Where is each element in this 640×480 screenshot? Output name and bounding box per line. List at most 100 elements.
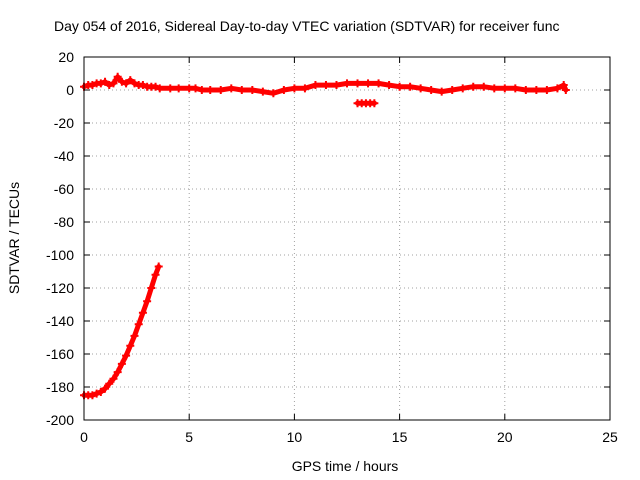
data-point (416, 84, 425, 93)
data-point (109, 374, 118, 383)
y-tick-label: -80 (54, 214, 74, 230)
y-tick-label: -180 (46, 379, 74, 395)
data-point (197, 86, 206, 94)
data-point (437, 87, 446, 96)
data-point (321, 81, 330, 90)
chart-title: Day 054 of 2016, Sidereal Day-to-day VTE… (54, 18, 560, 34)
data-point (105, 81, 114, 90)
data-point (370, 99, 379, 108)
data-point (332, 81, 341, 90)
data-point (395, 82, 404, 91)
data-point (122, 79, 131, 88)
data-point (117, 359, 126, 368)
y-tick-label: 0 (66, 82, 74, 98)
data-point (88, 81, 97, 90)
data-point (227, 84, 236, 93)
data-point (96, 387, 105, 396)
data-point (561, 86, 570, 94)
data-point (96, 79, 105, 88)
data-point (279, 86, 288, 94)
data-point (500, 84, 509, 93)
y-tick-label: -60 (54, 181, 74, 197)
data-point (448, 86, 457, 94)
data-point (138, 308, 147, 317)
data-point (521, 86, 530, 94)
data-point (343, 79, 351, 88)
data-point (151, 270, 160, 279)
data-point (122, 351, 131, 360)
y-tick-label: -160 (46, 346, 74, 362)
data-point (174, 84, 183, 93)
y-tick-label: 20 (58, 49, 74, 65)
data-point (553, 84, 562, 93)
series-short-dip (353, 99, 379, 108)
x-tick-label: 15 (392, 429, 408, 445)
x-axis-label: GPS time / hours (292, 458, 399, 474)
y-tick-label: -20 (54, 115, 74, 131)
x-tick-label: 5 (185, 429, 193, 445)
data-point (374, 79, 383, 88)
x-tick-label: 0 (80, 429, 88, 445)
data-series (80, 72, 570, 400)
data-point (154, 262, 163, 271)
data-point (258, 87, 267, 96)
data-point (166, 84, 175, 93)
series-upper-trace (80, 72, 570, 98)
data-point (479, 82, 488, 91)
data-point (126, 341, 135, 350)
data-point (559, 81, 568, 90)
data-point (143, 297, 152, 306)
data-point (206, 86, 215, 94)
data-point (511, 84, 520, 93)
data-point (101, 77, 110, 86)
data-point (532, 86, 541, 94)
data-point (353, 79, 362, 88)
data-point (427, 86, 436, 94)
data-point (406, 82, 415, 91)
y-tick-label: -100 (46, 247, 74, 263)
x-tick-label: 20 (497, 429, 513, 445)
data-point (88, 391, 97, 400)
data-point (109, 79, 118, 88)
x-tick-label: 25 (602, 429, 618, 445)
data-point (542, 86, 551, 94)
data-point (290, 84, 299, 93)
grid-lines (84, 57, 610, 420)
x-tick-label: 10 (287, 429, 303, 445)
series-band (81, 264, 162, 398)
plot-frame (83, 56, 611, 421)
data-point (126, 76, 135, 85)
data-point (151, 82, 160, 91)
y-tick-label: -40 (54, 148, 74, 164)
data-point (138, 81, 147, 90)
data-point (216, 86, 225, 94)
y-tick-label: -200 (46, 412, 74, 428)
data-point (385, 81, 394, 90)
series-rising-arc (80, 262, 163, 400)
data-point (364, 79, 373, 88)
data-point (147, 284, 156, 292)
data-point (269, 89, 278, 98)
data-point (469, 82, 478, 91)
data-point (458, 84, 467, 93)
y-tick-label: -120 (46, 280, 74, 296)
data-point (248, 86, 257, 94)
data-point (237, 86, 246, 94)
data-point (130, 331, 139, 340)
data-point (101, 384, 110, 393)
data-point (155, 84, 164, 93)
data-point (191, 84, 200, 93)
y-axis-label: SDTVAR / TECUs (6, 182, 22, 294)
data-point (311, 81, 320, 90)
data-point (113, 72, 122, 81)
axis-ticks: 20 0 -20 -40 -60 -80 -100 -120 -140 -160 -180 -200 0… (46, 49, 618, 445)
data-point (92, 389, 101, 398)
data-point (300, 84, 309, 93)
y-tick-label: -140 (46, 313, 74, 329)
data-point (490, 84, 499, 93)
data-point (130, 79, 139, 88)
data-point (134, 320, 143, 329)
data-point (105, 379, 114, 388)
data-point (113, 368, 122, 377)
